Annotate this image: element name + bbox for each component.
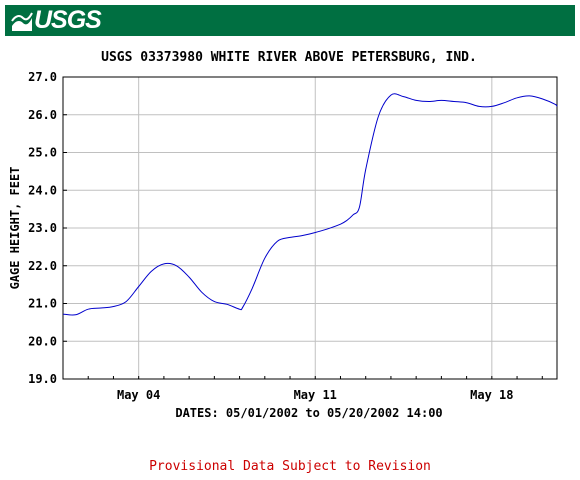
- y-tick-label: 22.0: [28, 259, 57, 273]
- gage-height-series-line: [62, 93, 558, 316]
- x-tick-labels: May 04 May 11 May 18: [117, 388, 514, 402]
- y-tick-label: 21.0: [28, 297, 57, 311]
- y-tick-labels: 19.0 20.0 21.0 22.0 23.0 24.0 25.0 26.0 27.0: [28, 70, 57, 386]
- plot-frame: [62, 76, 558, 380]
- y-tick-label: 23.0: [28, 221, 57, 235]
- usgs-logo[interactable]: USGS: [11, 6, 102, 34]
- usgs-wave-icon: [11, 12, 33, 31]
- y-axis-label: GAGE HEIGHT, FEET: [8, 167, 22, 290]
- usgs-logo-text: USGS: [34, 6, 102, 34]
- y-tick-label: 24.0: [28, 183, 57, 197]
- y-tick-label: 20.0: [28, 334, 57, 348]
- provisional-data-note: Provisional Data Subject to Revision: [149, 459, 431, 474]
- usgs-banner: USGS: [5, 5, 575, 36]
- y-tick-label: 25.0: [28, 146, 57, 160]
- x-axis-label: DATES: 05/01/2002 to 05/20/2002 14:00: [175, 406, 442, 420]
- y-tick-label: 19.0: [28, 372, 57, 386]
- chart-title: USGS 03373980 WHITE RIVER ABOVE PETERSBU…: [101, 50, 477, 65]
- y-tick-label: 27.0: [28, 70, 57, 84]
- x-tick-label: May 18: [470, 388, 513, 402]
- plot-grid: [62, 76, 557, 380]
- y-tick-label: 26.0: [28, 108, 57, 122]
- x-tick-label: May 11: [294, 388, 337, 402]
- x-tick-label: May 04: [117, 388, 160, 402]
